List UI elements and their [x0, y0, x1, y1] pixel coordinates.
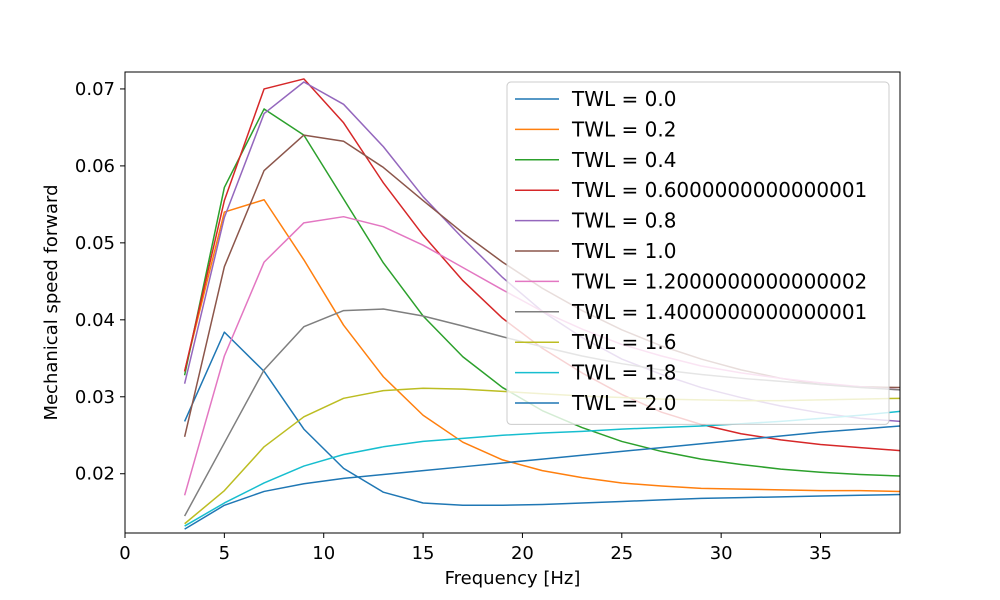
- axes-layer: 0 5 10 15 20 25 30 35 0.02 0.03 0.04 0.05 0.06 0.07: [75, 71, 901, 564]
- legend-label-4: TWL = 0.8: [571, 209, 676, 233]
- x-tick-label-7: 35: [809, 543, 832, 564]
- legend-box: [506, 81, 890, 425]
- legend-label-8: TWL = 1.6: [571, 330, 676, 354]
- legend-label-6: TWL = 1.2000000000000002: [571, 269, 867, 293]
- legend-label-2: TWL = 0.4: [571, 148, 676, 172]
- legend-label-0: TWL = 0.0: [571, 87, 676, 111]
- axes-frame: [124, 71, 901, 534]
- legend-label-10: TWL = 2.0: [571, 391, 676, 415]
- x-tick-label-2: 10: [312, 543, 335, 564]
- x-tick-label-3: 15: [412, 543, 435, 564]
- legend-label-5: TWL = 1.0: [571, 239, 676, 263]
- legend-label-9: TWL = 1.8: [571, 361, 676, 385]
- series-line-10: [184, 425, 900, 530]
- y-axis-label: Mechanical speed forward: [41, 184, 62, 420]
- x-tick-label-4: 20: [511, 543, 534, 564]
- y-tick-label-0: 0.02: [75, 464, 115, 485]
- legend-label-3: TWL = 0.6000000000000001: [571, 178, 867, 202]
- x-tick-label-0: 0: [119, 543, 130, 564]
- x-tick-label-6: 30: [710, 543, 733, 564]
- legend-label-7: TWL = 1.4000000000000001: [571, 300, 867, 324]
- x-tick-label-5: 25: [610, 543, 633, 564]
- y-tick-label-5: 0.07: [75, 79, 115, 100]
- y-tick-label-2: 0.04: [75, 310, 115, 331]
- y-tick-label-1: 0.03: [75, 387, 115, 408]
- y-tick-label-4: 0.06: [75, 156, 115, 177]
- legend: TWL = 0.0 TWL = 0.2 TWL = 0.4 TWL = 0.60000…: [506, 81, 890, 425]
- legend-label-1: TWL = 0.2: [571, 117, 676, 141]
- x-axis-label: Frequency [Hz]: [445, 568, 581, 589]
- x-tick-label-1: 5: [219, 543, 230, 564]
- series-line-0: [183, 331, 900, 507]
- series-line-1: [183, 199, 900, 493]
- y-tick-label-3: 0.05: [75, 233, 115, 254]
